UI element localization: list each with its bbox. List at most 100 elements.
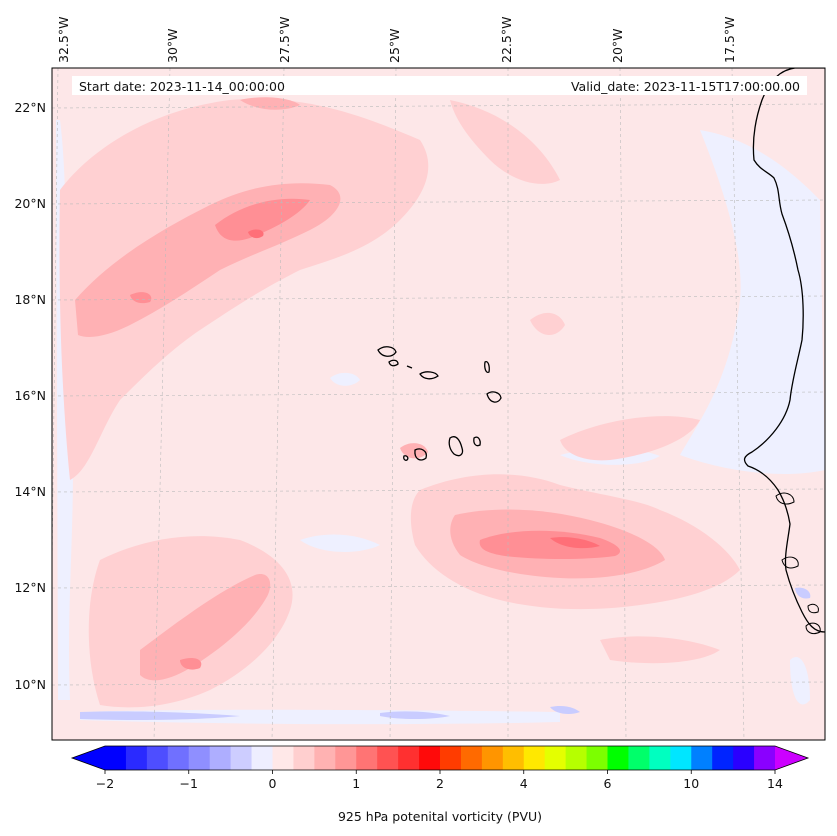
island-santa-luzia [406, 365, 413, 369]
lon-label: 20°W [610, 28, 625, 63]
latitude-labels: 22°N 20°N 18°N 16°N 14°N 12°N 10°N [14, 100, 46, 692]
colorbar-cell [544, 746, 567, 770]
colorbar-label: 925 hPa potenital vorticity (PVU) [338, 809, 542, 824]
colorbar-cell [419, 746, 441, 770]
colorbar-cell [523, 746, 546, 770]
island-boa-vista [486, 391, 502, 403]
colorbar-cell [565, 746, 588, 770]
colorbar-cell [607, 746, 629, 770]
dark-pink-core-south [479, 530, 620, 559]
start-date-label: Start date: 2023-11-14_00:00:00 [79, 79, 285, 94]
colorbar-tick-label: 1 [352, 776, 360, 791]
colorbar-cell [733, 746, 755, 770]
deep-pink-core [248, 229, 264, 239]
colorbar-tick-label: 14 [767, 776, 783, 791]
colorbar-cell [670, 746, 692, 770]
island-sal [484, 360, 490, 374]
mid-pink-southwest [140, 574, 271, 681]
light-blue-patch [795, 587, 811, 599]
colorbar-cells [105, 746, 776, 770]
colorbar-cell [481, 746, 504, 770]
lat-label: 20°N [14, 196, 46, 211]
island-santo-antao [377, 346, 397, 357]
pale-blue-patch [330, 372, 360, 386]
map-frame [51, 67, 826, 741]
light-blue-band [380, 711, 450, 719]
lat-label: 18°N [14, 292, 46, 307]
dark-pink-patch [180, 657, 202, 670]
colorbar-cell [502, 746, 525, 770]
gridlines [52, 68, 825, 740]
dark-pink-patch [130, 292, 152, 304]
colorbar-cell [335, 746, 357, 770]
coast-detail [807, 603, 819, 614]
colorbar-cell [230, 746, 253, 770]
colorbar-cell [712, 746, 734, 770]
header-box [72, 76, 807, 95]
colorbar-cell [272, 746, 294, 770]
map-panel: Start date: 2023-11-14_00:00:00 Valid_da… [14, 17, 826, 741]
valid-date-label: Valid_date: 2023-11-15T17:00:00.00 [571, 79, 800, 94]
colorbar-cell [209, 746, 232, 770]
colorbar: −2 −1 0 1 2 4 6 10 14 925 hPa potenital vorticit… [70, 745, 810, 824]
colorbar-tick-label: 0 [269, 776, 277, 791]
colorbar-tick-label: 10 [683, 776, 699, 791]
island-maio [473, 436, 481, 447]
lat-label: 22°N [14, 100, 46, 115]
island-brava [403, 455, 409, 461]
mid-pink-patch [240, 97, 300, 110]
light-pink-patch [530, 312, 565, 336]
lat-label: 14°N [14, 484, 46, 499]
colorbar-tick-label: −2 [96, 776, 114, 791]
colorbar-cell [146, 746, 169, 770]
colorbar-extend-high [775, 746, 808, 770]
colorbar-ticks: −2 −1 0 1 2 4 6 10 14 [96, 770, 783, 791]
cabo-verde-islands [377, 346, 502, 461]
colorbar-tick-label: −1 [180, 776, 198, 791]
colorbar-cell [628, 746, 650, 770]
pale-blue-band [80, 709, 560, 725]
pale-blue-coastal-zone [680, 130, 825, 475]
colorbar-cell [167, 746, 190, 770]
colorbar-cell [314, 746, 336, 770]
light-pink-patch [560, 416, 700, 461]
lat-label: 16°N [14, 388, 46, 403]
colorbar-cell [293, 746, 315, 770]
colorbar-cell [251, 746, 273, 770]
island-sao-vicente [388, 359, 399, 367]
coast-detail [805, 622, 821, 635]
colorbar-cell [691, 746, 713, 770]
colorbar-cell [105, 746, 127, 770]
longitude-labels: 32.5°W 30°W 27.5°W 25°W 22.5°W 20°W 17.5… [56, 17, 737, 63]
colorbar-cell [125, 746, 148, 770]
colorbar-tick-label: 4 [520, 776, 528, 791]
island-santiago [448, 436, 464, 457]
lon-label: 27.5°W [277, 17, 292, 63]
lon-label: 30°W [165, 28, 180, 63]
pale-blue-patch [790, 656, 810, 705]
light-pink-north [450, 100, 560, 184]
lat-label: 10°N [14, 677, 46, 692]
dark-pink-core-north [215, 198, 310, 241]
mid-pink-patch [400, 443, 428, 459]
colorbar-cell [460, 746, 483, 770]
light-blue-band [550, 705, 580, 715]
lat-label: 12°N [14, 580, 46, 595]
coast-detail [781, 556, 799, 569]
lon-label: 32.5°W [56, 17, 71, 63]
colorbar-extend-low [72, 746, 105, 770]
colorbar-cell [754, 746, 776, 770]
colorbar-cell [398, 746, 420, 770]
lon-label: 22.5°W [499, 17, 514, 63]
lon-label: 25°W [387, 28, 402, 63]
colorbar-tick-label: 2 [436, 776, 444, 791]
pv-field [52, 68, 825, 740]
colorbar-cell [649, 746, 671, 770]
colorbar-tick-label: 6 [604, 776, 612, 791]
colorbar-cell [188, 746, 211, 770]
island-fogo [414, 448, 427, 461]
light-pink-patch [600, 636, 720, 664]
light-blue-band [80, 711, 240, 720]
colorbar-cell [377, 746, 399, 770]
